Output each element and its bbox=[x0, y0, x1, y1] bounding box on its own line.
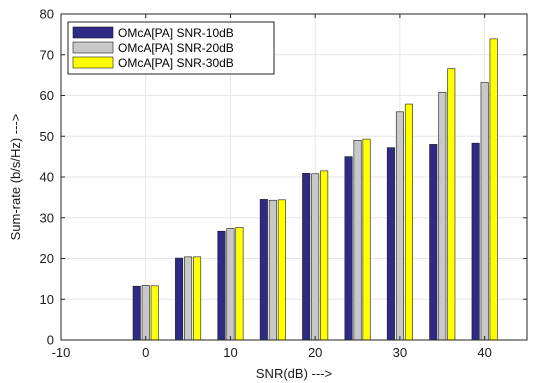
bar bbox=[235, 227, 244, 341]
y-tick-label: 70 bbox=[40, 47, 54, 62]
y-tick-label: 10 bbox=[40, 292, 54, 307]
legend-swatch bbox=[72, 56, 114, 69]
y-tick-label: 40 bbox=[40, 170, 54, 185]
bar bbox=[353, 140, 362, 341]
bar bbox=[184, 256, 193, 341]
bar bbox=[150, 285, 159, 341]
bar bbox=[404, 103, 413, 341]
x-tick-label: 30 bbox=[393, 345, 407, 360]
bar bbox=[132, 285, 141, 341]
tick-marks bbox=[60, 13, 527, 341]
y-tick-labels: 0 10 20 30 40 50 60 70 80 bbox=[40, 7, 54, 348]
bar bbox=[141, 285, 150, 341]
bar bbox=[226, 228, 235, 341]
y-tick-label: 80 bbox=[40, 7, 54, 22]
bar bbox=[277, 199, 286, 341]
legend-label: OMcA[PA] SNR-10dB bbox=[118, 26, 234, 40]
y-axis-label: Sum-rate (b/s/Hz) ---> bbox=[8, 114, 23, 241]
y-tick-label: 0 bbox=[47, 333, 54, 348]
bar bbox=[489, 38, 498, 341]
bar bbox=[471, 142, 480, 341]
x-tick-label: 10 bbox=[223, 345, 237, 360]
bar bbox=[268, 199, 277, 341]
x-axis-label: SNR(dB) ---> bbox=[256, 366, 332, 381]
bar bbox=[311, 173, 320, 341]
legend-label: OMcA[PA] SNR-20dB bbox=[118, 41, 234, 55]
bar bbox=[395, 111, 404, 341]
y-tick-label: 30 bbox=[40, 210, 54, 225]
bar bbox=[344, 156, 353, 341]
legend-label: OMcA[PA] SNR-30dB bbox=[118, 56, 234, 70]
bar bbox=[480, 82, 489, 341]
x-tick-label: 0 bbox=[142, 345, 149, 360]
bars bbox=[132, 38, 498, 341]
bar bbox=[175, 257, 184, 341]
x-tick-label: 40 bbox=[477, 345, 491, 360]
bar bbox=[438, 91, 447, 341]
y-tick-label: 60 bbox=[40, 88, 54, 103]
legend-swatch bbox=[72, 41, 114, 54]
bar bbox=[259, 199, 268, 341]
x-tick-label: -10 bbox=[52, 345, 71, 360]
bar bbox=[302, 173, 311, 341]
bar bbox=[320, 170, 329, 341]
bar bbox=[386, 147, 395, 341]
bar bbox=[217, 230, 226, 341]
bar bbox=[362, 138, 371, 341]
y-tick-label: 20 bbox=[40, 251, 54, 266]
bar bbox=[193, 256, 202, 341]
legend-swatch bbox=[72, 26, 114, 39]
bar bbox=[429, 144, 438, 341]
x-tick-label: 20 bbox=[308, 345, 322, 360]
x-tick-labels: -10 0 10 20 30 40 bbox=[52, 345, 492, 360]
bar bbox=[447, 68, 456, 341]
y-tick-label: 50 bbox=[40, 129, 54, 144]
